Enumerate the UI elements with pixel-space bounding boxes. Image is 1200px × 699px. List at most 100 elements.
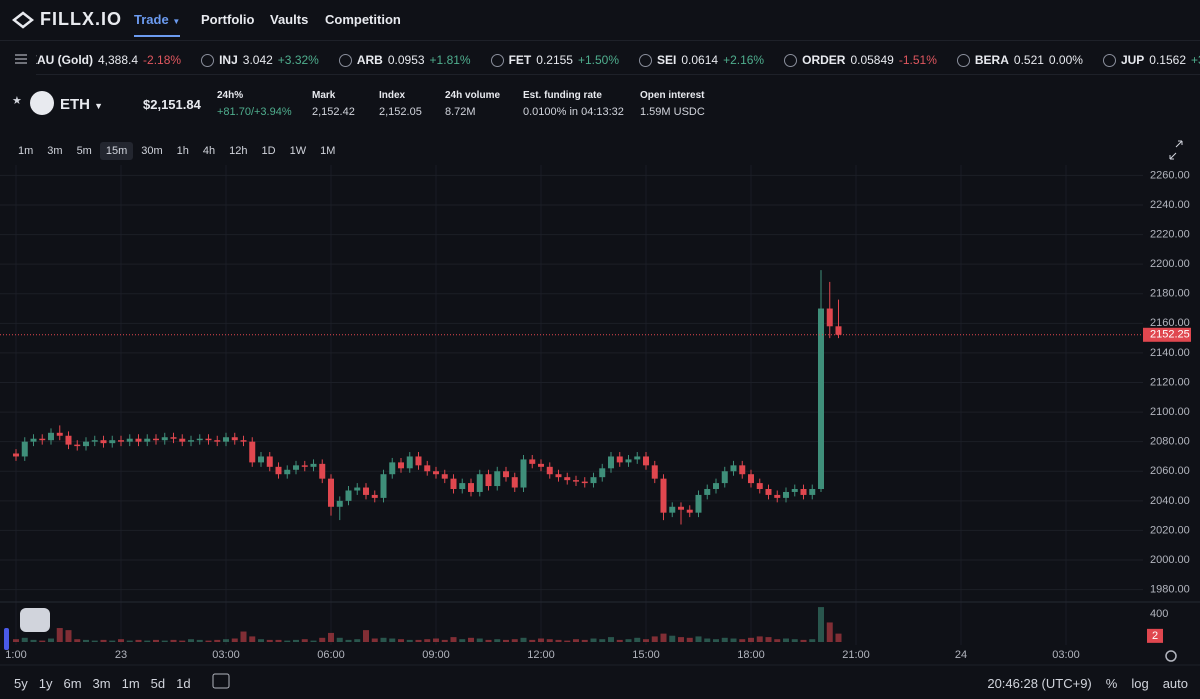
candle-body xyxy=(695,494,702,513)
ticker-item[interactable]: SEI 0.0614 +2.16% xyxy=(639,53,764,67)
stat-value: 1.59M USDC xyxy=(640,106,705,118)
ticker-item[interactable]: XAU (Gold) 4,388.4 -2.18% xyxy=(36,53,181,67)
interval-button[interactable]: 1h xyxy=(176,145,189,157)
volume-bar xyxy=(354,639,361,642)
interval-button[interactable]: 15m xyxy=(99,142,134,160)
interval-button[interactable]: 4h xyxy=(202,145,216,157)
candle-body xyxy=(529,459,536,464)
interval-button[interactable]: 1m xyxy=(18,145,34,157)
volume-bar xyxy=(783,638,789,642)
pane-handle[interactable] xyxy=(4,628,9,650)
volume-bar xyxy=(424,639,431,642)
symbol[interactable]: ETH ▼ xyxy=(60,96,103,113)
candle-body xyxy=(818,308,824,490)
ticker-price: 0.2155 xyxy=(536,53,573,67)
settings-icon[interactable] xyxy=(1165,650,1177,662)
interval-button[interactable]: 5m xyxy=(76,145,92,157)
candle-body xyxy=(616,456,623,463)
volume-bar xyxy=(415,639,422,642)
ticker-item[interactable]: JUP 0.1562 +3.58% xyxy=(1102,53,1200,67)
interval-button[interactable]: 3m xyxy=(47,145,63,157)
last-price-label: 2152.25 xyxy=(1150,329,1190,341)
ticker-name: BERA xyxy=(974,53,1009,67)
volume-bar xyxy=(441,639,448,642)
volume-bar xyxy=(398,639,404,642)
x-tick-label: 03:00 xyxy=(212,649,240,661)
volume-bar xyxy=(275,639,282,642)
range-button[interactable]: 3m xyxy=(92,676,111,691)
range-button[interactable]: 1y xyxy=(38,676,53,691)
candle-body xyxy=(643,456,649,466)
candle-body xyxy=(555,474,562,478)
stat-value: 2,152.05 xyxy=(379,106,422,118)
volume-bar xyxy=(546,639,553,642)
scale-option[interactable]: auto xyxy=(1162,676,1188,691)
scale-option[interactable]: log xyxy=(1131,676,1149,691)
y-tick-label: 2020.00 xyxy=(1150,524,1190,536)
ticker-price: 4,388.4 xyxy=(98,53,139,67)
volume-bar xyxy=(573,639,579,642)
logo[interactable]: FILLX.IO xyxy=(12,9,122,30)
candle-body xyxy=(214,440,221,442)
candle-body xyxy=(205,438,212,441)
volume-bar xyxy=(704,638,711,642)
interval-button[interactable]: 1M xyxy=(320,145,336,157)
volume-bar xyxy=(468,637,474,642)
ticker-settings[interactable] xyxy=(14,52,28,66)
candle-body xyxy=(310,463,317,467)
y-tick-label: 2220.00 xyxy=(1150,228,1190,240)
candle-body xyxy=(494,471,501,487)
interval-button[interactable]: 1D xyxy=(261,145,276,157)
ticker-item[interactable]: FET 0.2155 +1.50% xyxy=(490,53,619,67)
candle-body xyxy=(774,494,781,498)
interval-button[interactable]: 12h xyxy=(229,145,248,157)
volume-bar xyxy=(389,638,396,642)
range-button[interactable]: 1m xyxy=(121,676,140,691)
scale-option[interactable]: % xyxy=(1105,676,1118,691)
nav-link[interactable]: Competition xyxy=(325,12,401,27)
date-range-icon[interactable] xyxy=(212,673,230,689)
favorite-star[interactable]: ★ xyxy=(12,95,22,107)
nav-link[interactable]: Portfolio xyxy=(201,12,255,27)
volume-bar xyxy=(196,639,203,642)
candle-body xyxy=(65,435,72,445)
candle-body xyxy=(389,462,396,475)
volume-bar xyxy=(608,637,614,642)
volume-bar xyxy=(205,640,212,642)
volume-bar xyxy=(730,638,737,642)
volume-bar xyxy=(678,637,684,642)
symbol-name: ETH xyxy=(60,96,90,113)
range-button[interactable]: 6m xyxy=(63,676,82,691)
range-button[interactable]: 5y xyxy=(14,676,28,691)
ticker-change: +2.16% xyxy=(723,53,765,67)
caret: ▼ xyxy=(172,17,181,26)
stat-label: Mark xyxy=(312,90,336,101)
ticker-item[interactable]: INJ 3.042 +3.32% xyxy=(201,53,319,67)
volume-bar xyxy=(590,638,597,642)
volume-bar xyxy=(310,640,317,642)
volume-bar xyxy=(100,639,107,642)
volume-bar xyxy=(249,636,256,642)
interval-button[interactable]: 1W xyxy=(289,145,307,157)
ticker-change: +3.32% xyxy=(277,53,319,67)
candle-body xyxy=(713,483,719,490)
volume-bar xyxy=(503,639,509,642)
nav-link[interactable]: Vaults xyxy=(270,12,309,27)
volume-bar xyxy=(179,640,186,642)
fullscreen-icon[interactable] xyxy=(1169,140,1183,160)
ticker-name: INJ xyxy=(219,53,238,67)
ticker-item[interactable]: BERA 0.521 0.00% xyxy=(956,53,1083,67)
range-button[interactable]: 5d xyxy=(150,676,166,691)
ticker-item[interactable]: ARB 0.0953 +1.81% xyxy=(338,53,471,67)
ticker-item[interactable]: ORDER 0.05849 -1.51% xyxy=(784,53,937,67)
candle-body xyxy=(319,463,326,479)
y-tick-label: 1980.00 xyxy=(1150,584,1190,596)
interval-button[interactable]: 30m xyxy=(141,145,163,157)
range-button[interactable]: 1d xyxy=(176,676,191,691)
volume-bar xyxy=(293,639,299,642)
candle-body xyxy=(74,444,81,447)
nav-link[interactable]: Trade ▼ xyxy=(134,12,181,37)
volume-bar xyxy=(336,637,343,642)
candle-body xyxy=(826,308,833,327)
